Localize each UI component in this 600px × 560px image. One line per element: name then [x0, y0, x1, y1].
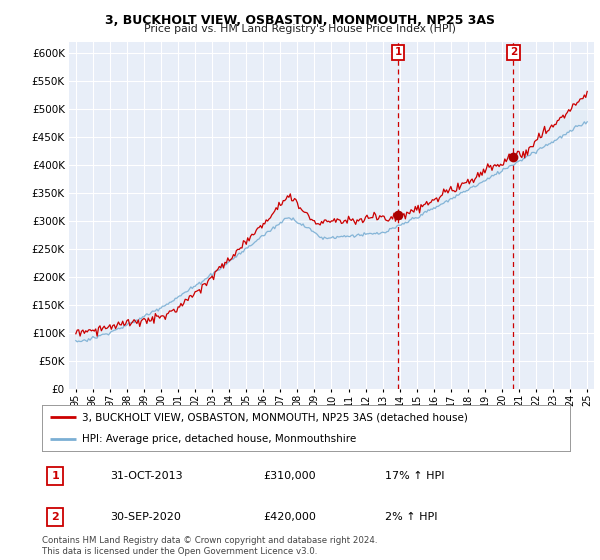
- Text: 17% ↑ HPI: 17% ↑ HPI: [385, 472, 445, 482]
- Text: Price paid vs. HM Land Registry's House Price Index (HPI): Price paid vs. HM Land Registry's House …: [144, 24, 456, 34]
- Text: 3, BUCKHOLT VIEW, OSBASTON, MONMOUTH, NP25 3AS: 3, BUCKHOLT VIEW, OSBASTON, MONMOUTH, NP…: [105, 14, 495, 27]
- Text: HPI: Average price, detached house, Monmouthshire: HPI: Average price, detached house, Monm…: [82, 435, 356, 444]
- Text: £420,000: £420,000: [264, 512, 317, 522]
- Text: 31-OCT-2013: 31-OCT-2013: [110, 472, 183, 482]
- Text: 2: 2: [509, 47, 517, 57]
- Text: 30-SEP-2020: 30-SEP-2020: [110, 512, 182, 522]
- Text: 2: 2: [52, 512, 59, 522]
- Text: 1: 1: [395, 47, 402, 57]
- Text: 1: 1: [52, 472, 59, 482]
- Text: 3, BUCKHOLT VIEW, OSBASTON, MONMOUTH, NP25 3AS (detached house): 3, BUCKHOLT VIEW, OSBASTON, MONMOUTH, NP…: [82, 412, 467, 422]
- Text: £310,000: £310,000: [264, 472, 316, 482]
- Text: Contains HM Land Registry data © Crown copyright and database right 2024.
This d: Contains HM Land Registry data © Crown c…: [42, 536, 377, 556]
- Text: 2% ↑ HPI: 2% ↑ HPI: [385, 512, 438, 522]
